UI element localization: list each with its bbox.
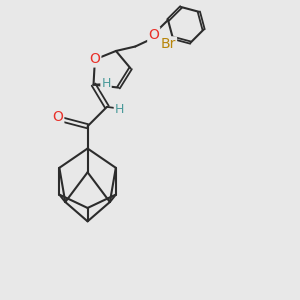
Text: Br: Br [160,38,176,51]
Text: O: O [89,52,100,67]
Text: H: H [101,76,111,90]
Text: H: H [115,103,124,116]
Text: O: O [52,110,63,124]
Text: O: O [148,28,159,42]
